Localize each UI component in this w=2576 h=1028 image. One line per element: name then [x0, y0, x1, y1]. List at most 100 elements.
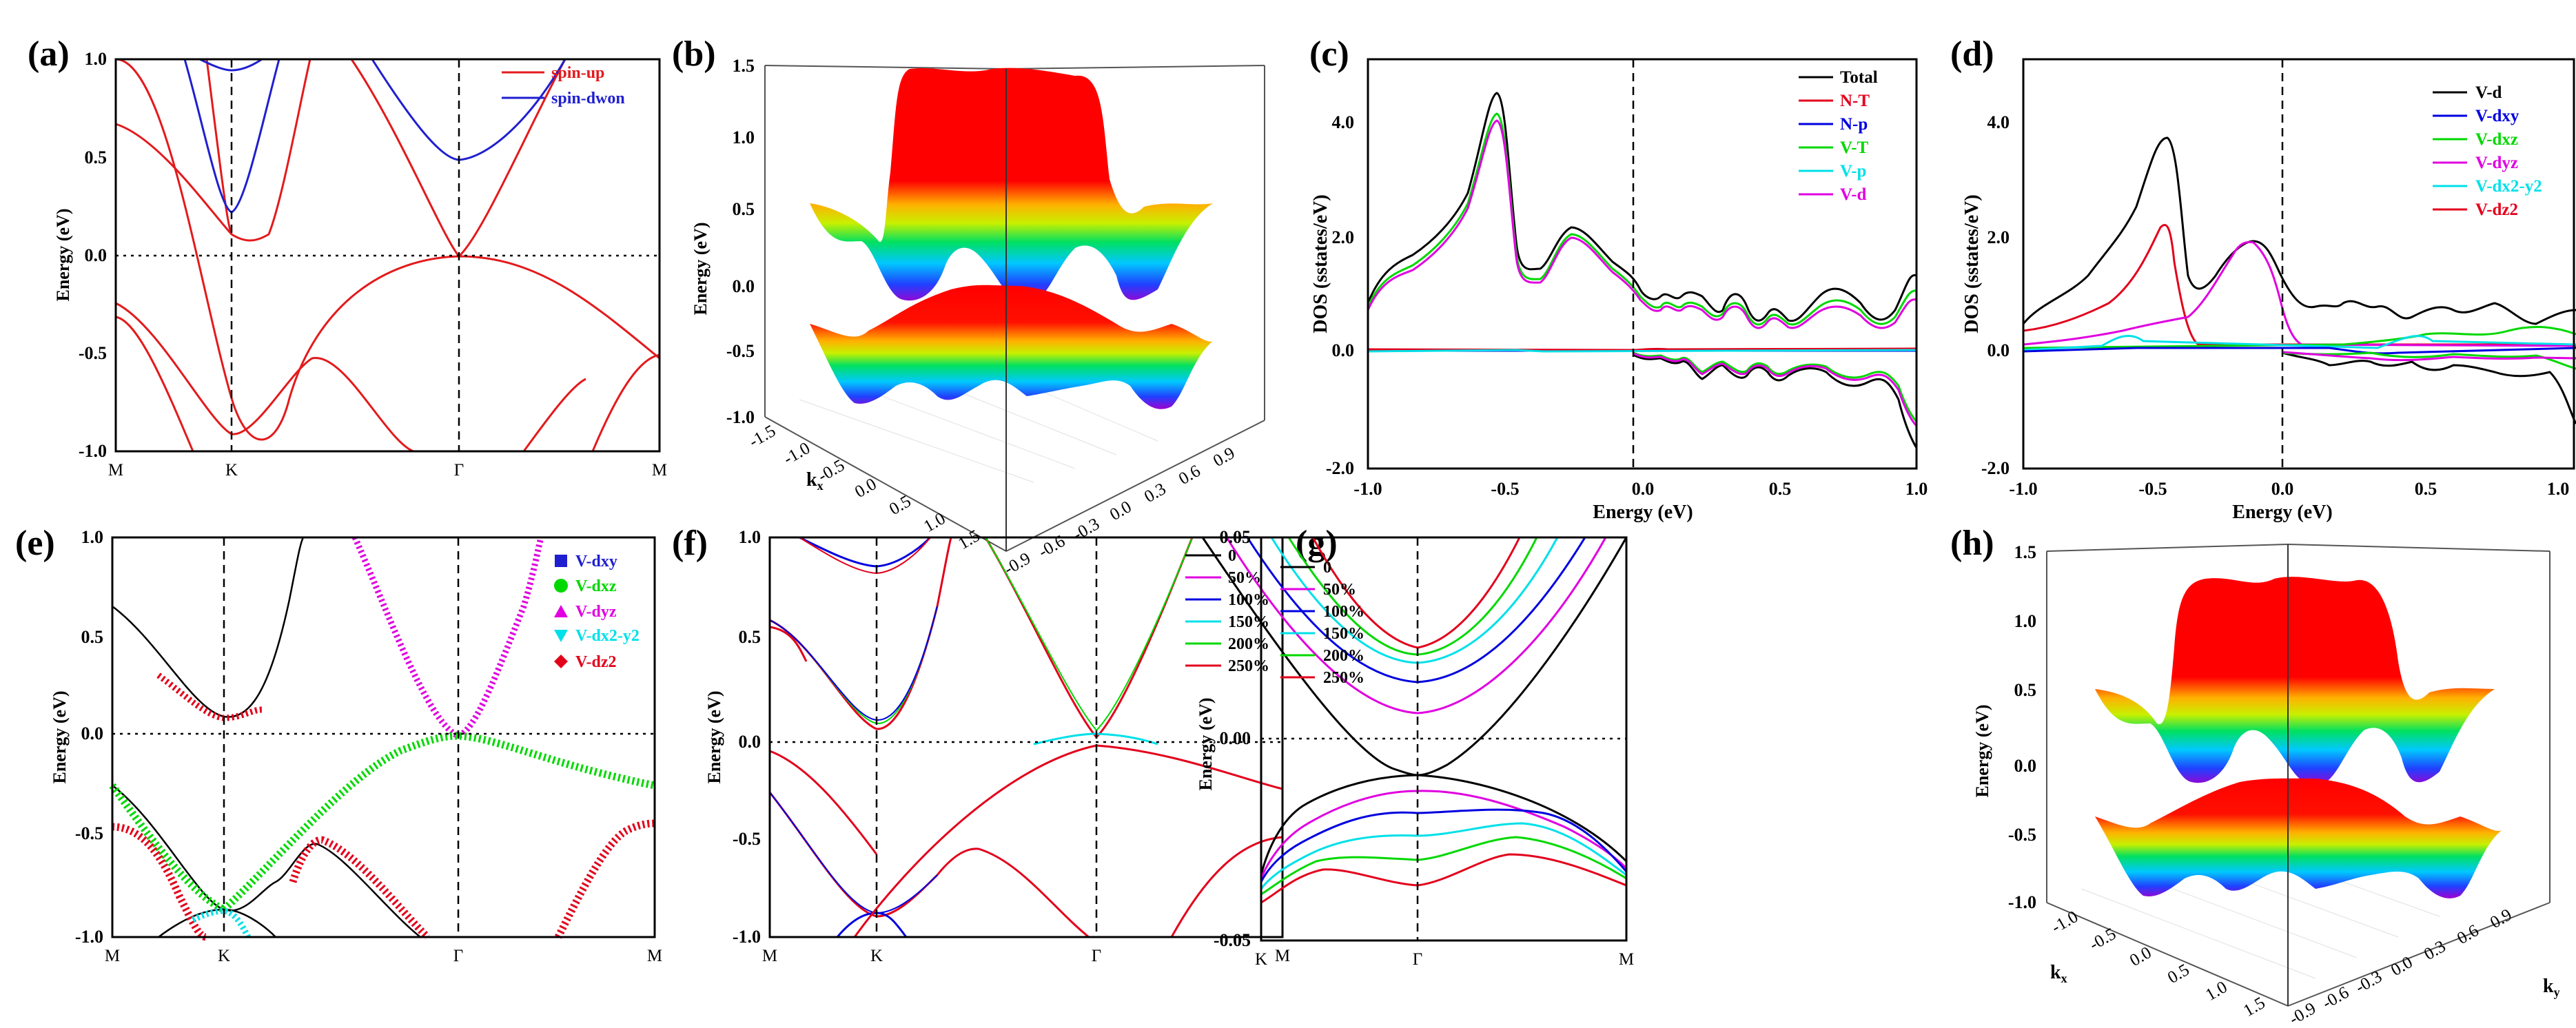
chart-h-ky-tick: 0.3 [2421, 937, 2449, 964]
chart-g-kpoint: K [1255, 950, 1267, 969]
chart-d-series-vdxz-dn [2282, 351, 2576, 370]
chart-a-spin-dn-band-2 [199, 58, 263, 72]
chart-f-kpoint: Γ [1092, 947, 1101, 965]
chart-d-legend-label: V-dyz [2475, 154, 2518, 172]
chart-d-curves [2022, 136, 2576, 424]
chart-a-ytick: 0.0 [85, 245, 108, 265]
chart-d-series-vdxy [2023, 347, 2576, 355]
chart-e-ytick: -0.5 [75, 823, 103, 843]
chart-c-ytick: 2.0 [1332, 227, 1355, 247]
chart-g-ytick: 0.00 [1220, 728, 1251, 748]
chart-h-ztick: 0.5 [2014, 680, 2037, 700]
chart-h-ky-tick: -0.9 [2286, 999, 2319, 1028]
chart-d-series-vdz2 [2023, 224, 2576, 346]
panel-label-d: (d) [1950, 34, 1994, 74]
chart-h: 1.5 1.0 0.5 0.0 -0.5 -1.0 Energy (eV) -1… [1972, 542, 2560, 1028]
chart-c-xtick: 0.0 [1632, 479, 1655, 499]
chart-a-kpoint: M [652, 461, 667, 480]
chart-g-vb-150 [1260, 822, 1627, 890]
chart-g-vb-0 [1260, 774, 1418, 876]
chart-c-legend-label: V-T [1840, 138, 1869, 157]
chart-h-ky-tick: -0.3 [2352, 967, 2385, 997]
chart-d-xtick: -1.0 [2009, 479, 2037, 499]
chart-a: 1.0 0.5 0.0 -0.5 -1.0 M K Γ M Energy (eV… [53, 49, 667, 480]
chart-c-curves [1367, 92, 1918, 449]
chart-d-xtick: 0.0 [2271, 479, 2294, 499]
chart-e-legend-label: V-dyz [575, 603, 617, 621]
chart-d-legend: V-d V-dxy V-dxz V-dyz V-dx2-y2 V-dz2 [2433, 83, 2542, 219]
chart-f-legend-label: 50% [1228, 569, 1261, 587]
chart-f-band-9 [799, 537, 931, 575]
chart-d-ytick: 2.0 [1987, 227, 2010, 247]
chart-h-kx-ticks: -1.0 -0.5 0.0 0.5 1.0 1.5 [2048, 907, 2268, 1020]
chart-d-series-vdyz-dn [2282, 351, 2576, 362]
chart-d-legend-label: V-dxy [2475, 107, 2519, 125]
chart-b-ky-tick: -0.3 [1070, 515, 1103, 544]
chart-g-legend-label: 150% [1323, 625, 1364, 643]
chart-e-ytick: 1.0 [81, 527, 104, 547]
chart-e-legend-marker-triangle [554, 605, 568, 617]
chart-f-band-10 [769, 626, 808, 662]
chart-f-band-13 [853, 744, 1283, 938]
chart-d-series-vdx2y2 [2023, 334, 2576, 351]
chart-f-ytick: -0.5 [733, 829, 761, 849]
chart-f-ytick: -1.0 [733, 927, 761, 947]
chart-c-ylabel: DOS (sstates/eV) [1310, 194, 1331, 333]
chart-f-band-8 [799, 536, 932, 568]
chart-a-kpoint: M [108, 461, 123, 480]
chart-e-band-black-1 [112, 537, 305, 718]
chart-g-vb-250 [1260, 853, 1627, 904]
chart-h-ztick: 0.0 [2014, 756, 2037, 776]
chart-h-ztick: -0.5 [2008, 825, 2036, 845]
chart-f-band-7 [769, 750, 878, 855]
chart-b-zticks: 1.5 1.0 0.5 0.0 -0.5 -1.0 [726, 56, 755, 427]
chart-f-legend-label: 250% [1228, 657, 1269, 675]
chart-c-ytick: -2.0 [1326, 458, 1354, 478]
chart-c-xtick: 0.5 [1769, 479, 1792, 499]
chart-c-legend-label: N-T [1840, 92, 1870, 110]
chart-f-ytick: 0.0 [739, 732, 761, 752]
chart-f-band-12 [985, 537, 1193, 732]
chart-f-legend: 0 50% 100% 150% 200% 250% [1185, 547, 1269, 675]
chart-d-xlabel: Energy (eV) [2232, 502, 2332, 523]
chart-a-spin-up-band-2 [115, 59, 311, 242]
chart-a-spin-up-band-6 [115, 316, 194, 452]
chart-e-ytick: 0.5 [81, 627, 104, 647]
chart-c-xtick: -1.0 [1353, 479, 1382, 499]
chart-h-kx-tick: 1.5 [2240, 994, 2269, 1020]
chart-a-yticks: 1.0 0.5 0.0 -0.5 -1.0 [79, 49, 107, 461]
chart-a-ytick: 1.0 [85, 49, 108, 69]
chart-g-kpoint: Γ [1413, 950, 1422, 969]
chart-g-legend-label: 50% [1323, 581, 1356, 599]
chart-e-band-black-2 [112, 784, 421, 938]
chart-h-zticks: 1.5 1.0 0.5 0.0 -0.5 -1.0 [2008, 542, 2036, 912]
chart-f-band-5 [769, 792, 938, 914]
chart-b-kx-ticks: -1.5 -1.0 -0.5 0.0 0.5 1.0 1.5 [746, 422, 983, 553]
chart-h-ky-tick: 0.9 [2487, 905, 2515, 932]
chart-c-ytick: 4.0 [1332, 112, 1355, 132]
chart-f-band-1 [769, 537, 952, 730]
panel-label-b: (b) [672, 34, 716, 74]
chart-d-legend-label: V-dz2 [2475, 201, 2518, 219]
chart-f-xticks: M K Γ M [762, 947, 1290, 965]
chart-a-spin-up-band-7 [591, 353, 660, 452]
chart-h-kx-tick: 1.0 [2202, 978, 2231, 1005]
chart-a-xticks: M K Γ M [108, 461, 667, 480]
chart-e-kpoint: M [105, 947, 120, 965]
chart-b-ztick: 0.0 [733, 276, 755, 296]
chart-f-frame [768, 536, 1284, 938]
chart-f: 1.0 0.5 0.0 -0.5 -1.0 M K Γ M Energy (eV… [704, 527, 1290, 965]
chart-a-ytick: 0.5 [85, 147, 108, 167]
chart-f-ytick: 0.5 [739, 627, 761, 647]
chart-g-ylabel: Energy (eV) [1196, 697, 1216, 790]
chart-f-kpoint: M [1275, 947, 1290, 965]
chart-b-ztick: 0.5 [733, 199, 755, 219]
chart-h-ztick: 1.5 [2014, 542, 2037, 562]
chart-d-series-vd [2022, 136, 2576, 325]
chart-c-yticks: 4.0 2.0 0.0 -2.0 [1326, 112, 1354, 478]
panel-label-c: (c) [1309, 34, 1349, 74]
chart-c-xlabel: Energy (eV) [1593, 502, 1693, 523]
chart-b-kx-tick: 0.5 [886, 492, 914, 519]
chart-e-kpoint: M [647, 947, 662, 965]
